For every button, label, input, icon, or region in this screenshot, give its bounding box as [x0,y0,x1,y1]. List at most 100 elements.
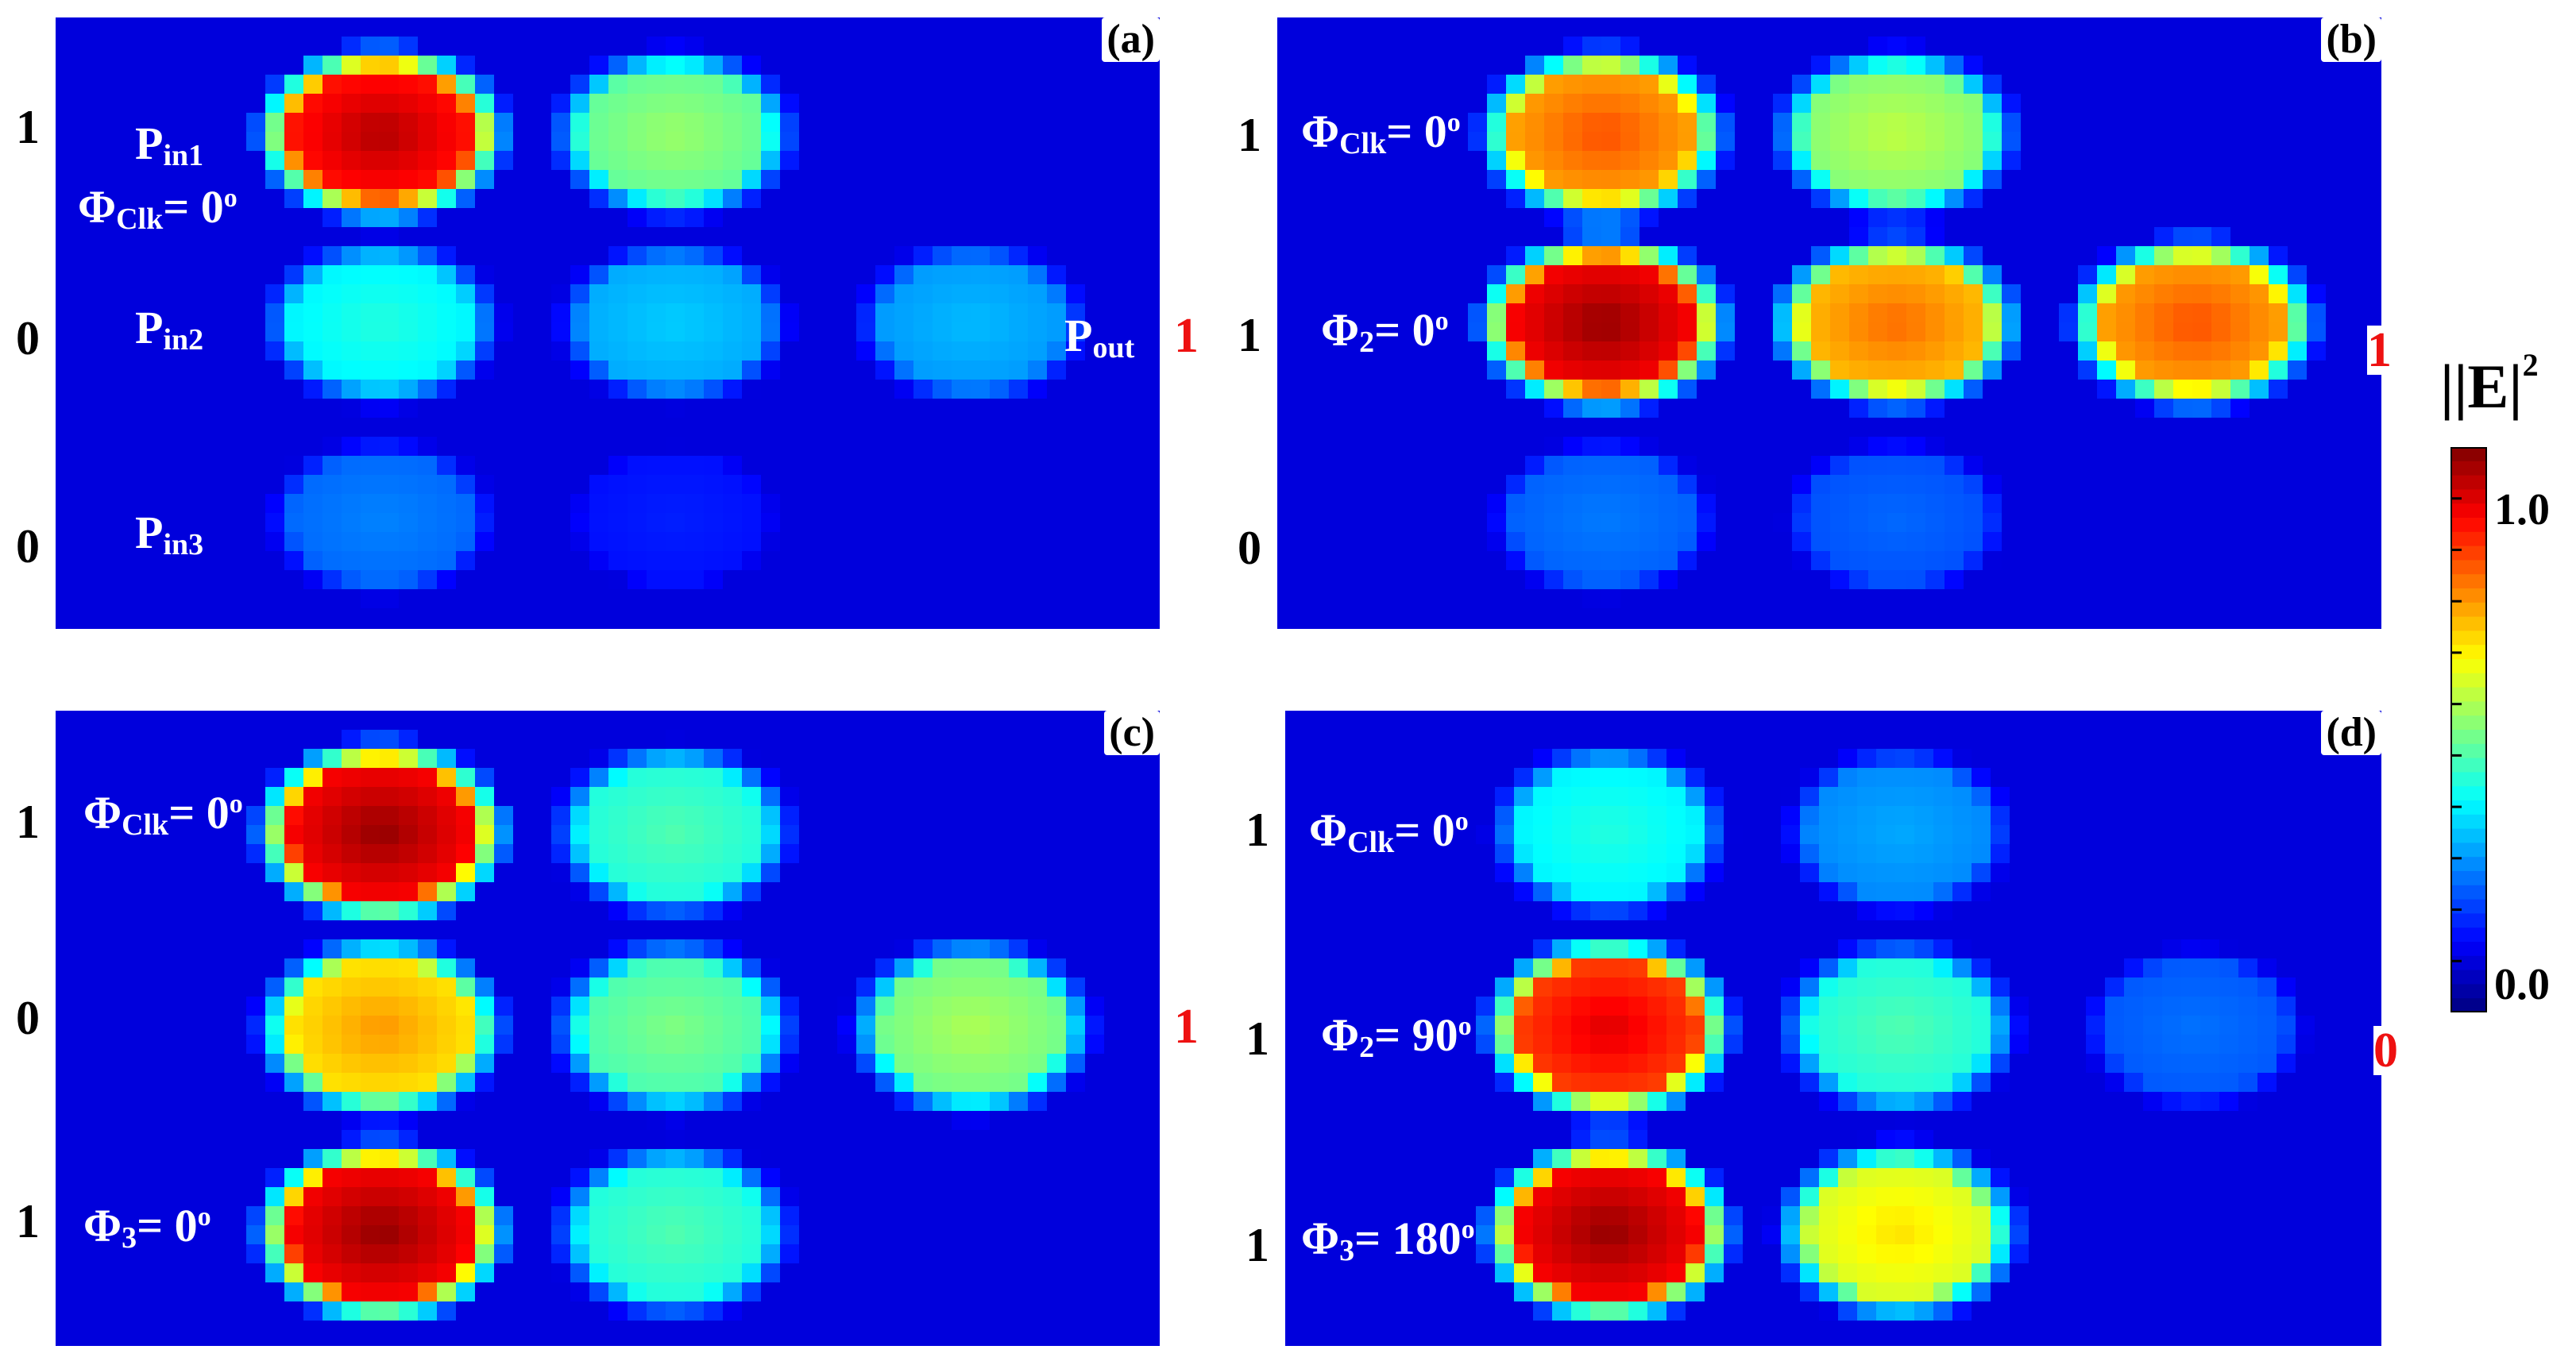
heatmap-cell [303,361,322,380]
heatmap-cell [1009,532,1028,551]
heatmap-cell [2230,208,2250,227]
heatmap-cell [361,456,380,475]
heatmap-cell [1066,151,1085,170]
heatmap-cell [1047,551,1066,570]
heatmap-cell [1639,589,1659,608]
heatmap-cell [1334,284,1354,303]
heatmap-cell [2326,532,2345,551]
heatmap-cell [1582,608,1601,627]
heatmap-cell [1028,208,1047,227]
heatmap-cell [475,1016,494,1035]
heatmap-cell [2040,570,2059,589]
heatmap-cell [2002,17,2021,37]
heatmap-cell [189,863,208,882]
heatmap-cell [1945,284,1964,303]
heatmap-cell [1066,456,1085,475]
heatmap-cell [418,170,437,189]
heatmap-cell [1906,170,1925,189]
heatmap-cell [551,132,570,151]
heatmap-cell [94,806,113,825]
heatmap-cell [647,749,666,768]
heatmap-cell [2307,189,2326,208]
heatmap-cell [875,977,894,997]
heatmap-cell [761,1035,780,1054]
heatmap-cell [265,939,284,958]
heatmap-cell [685,532,704,551]
heatmap-cell [1430,456,1449,475]
heatmap-cell [151,475,170,494]
heatmap-cell [1525,151,1544,170]
heatmap-cell [437,189,456,208]
heatmap-cell [628,958,647,977]
heatmap-cell [151,189,170,208]
heatmap-cell [780,532,799,551]
heatmap-cell [1544,227,1563,246]
heatmap-cell [1830,56,1849,75]
heatmap-cell [1525,608,1544,627]
heatmap-cell [818,1035,837,1054]
heatmap-cell [2097,513,2116,532]
heatmap-cell [704,627,723,629]
heatmap-cell [589,265,608,284]
heatmap-cell [1354,361,1373,380]
heatmap-cell [2154,75,2173,94]
heatmap-cell [380,901,399,920]
heatmap-cell [818,589,837,608]
heatmap-cell [608,1054,628,1073]
heatmap-cell [151,399,170,418]
heatmap-cell [818,787,837,806]
heatmap-cell [475,56,494,75]
heatmap-cell [437,513,456,532]
heatmap-cell [475,246,494,265]
heatmap-cell [723,341,742,361]
heatmap-cell [2288,475,2307,494]
heatmap-cell [437,341,456,361]
heatmap-cell [170,806,189,825]
heatmap-cell [1849,37,1868,56]
heatmap-cell [589,627,608,629]
heatmap-cell [475,475,494,494]
heatmap-cell [837,997,856,1016]
heatmap-cell [1085,768,1104,787]
heatmap-cell [284,863,303,882]
heatmap-cell [685,1073,704,1092]
heatmap-cell [1925,361,1945,380]
heatmap-cell [2192,303,2211,322]
heatmap-cell [342,627,361,629]
heatmap-cell [628,627,647,629]
heatmap-cell [284,608,303,627]
heatmap-cell [56,787,75,806]
heatmap-cell [342,94,361,113]
heatmap-cell [971,494,990,513]
heatmap-cell [1983,513,2002,532]
heatmap-cell [284,1035,303,1054]
heatmap-cell [1773,589,1792,608]
heatmap-cell [1142,380,1160,399]
annotation-pin1: Pin1 [135,118,204,172]
heatmap-cell [1754,132,1773,151]
heatmap-cell [913,844,933,863]
heatmap-cell [647,322,666,341]
heatmap-cell [1849,589,1868,608]
heatmap-cell [56,341,75,361]
heatmap-cell [322,570,342,589]
heatmap-cell [1735,399,1754,418]
heatmap-cell [418,1035,437,1054]
heatmap-cell [647,361,666,380]
heatmap-cell [761,958,780,977]
heatmap-cell [1028,551,1047,570]
heatmap-cell [1123,132,1142,151]
heatmap-cell [1296,303,1315,322]
heatmap-cell [1620,361,1639,380]
heatmap-cell [1659,551,1678,570]
heatmap-cell [818,17,837,37]
heatmap-cell [513,17,532,37]
heatmap-cell [2059,570,2078,589]
heatmap-cell [2154,37,2173,56]
heatmap-cell [761,749,780,768]
heatmap-cell [856,475,875,494]
heatmap-cell [1544,475,1563,494]
heatmap-cell [2250,208,2269,227]
heatmap-cell [456,730,475,749]
heatmap-cell [1983,341,2002,361]
